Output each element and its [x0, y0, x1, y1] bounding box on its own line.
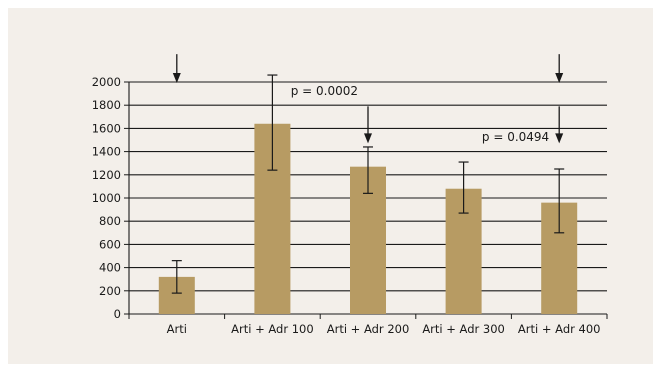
y-tick-label: 1000: [92, 191, 121, 205]
x-tick-label: Arti: [167, 322, 187, 336]
p-value-annotation: p = 0.0494: [482, 130, 549, 144]
y-tick-label: 1600: [92, 121, 121, 135]
y-tick-label: 200: [99, 284, 121, 298]
p-value-annotation: p = 0.0002: [291, 84, 358, 98]
arrow-head-3: [364, 133, 372, 144]
y-tick-label: 0: [114, 307, 121, 321]
arrow-head-4: [555, 133, 564, 144]
y-tick-label: 2000: [92, 75, 121, 89]
x-tick-label: Arti + Adr 100: [231, 322, 314, 336]
y-tick-label: 800: [99, 214, 121, 228]
arrow-head-1: [172, 73, 181, 83]
y-tick-label: 1800: [92, 98, 121, 112]
x-tick-label: Arti + Adr 400: [518, 322, 601, 336]
y-tick-label: 1400: [92, 145, 121, 159]
x-tick-label: Arti + Adr 200: [327, 322, 410, 336]
y-tick-label: 1200: [92, 168, 121, 182]
y-tick-label: 600: [99, 237, 121, 251]
x-tick-label: Arti + Adr 300: [422, 322, 505, 336]
y-tick-label: 400: [99, 261, 121, 275]
arrow-head-2: [555, 73, 564, 83]
